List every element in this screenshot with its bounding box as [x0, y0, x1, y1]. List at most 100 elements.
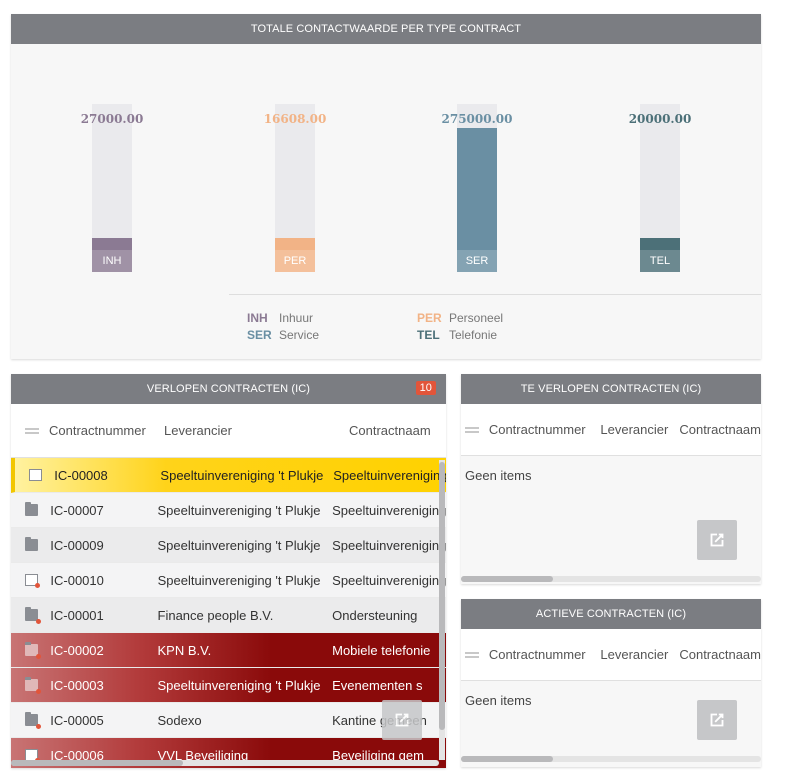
table-row[interactable]: IC-00010 Speeltuinvereniging 't Plukje Spe…: [11, 563, 446, 598]
legend-item-per: PER Personeel: [417, 311, 504, 325]
table-row[interactable]: IC-00009 Speeltuinvereniging 't Plukje Spe…: [11, 528, 446, 563]
chart-panel-title: TOTALE CONTACTWAARDE PER TYPE CONTRACT: [250, 23, 522, 35]
contract-name: Ondersteuning: [332, 607, 418, 623]
expired-contracts-header: VERLOPEN CONTRACTEN (IC) 10: [11, 374, 446, 404]
folder-icon: [25, 677, 42, 694]
bar-value-label: 275000.00: [441, 112, 513, 126]
horizontal-scrollbar-thumb[interactable]: [11, 760, 183, 766]
bar-fill[interactable]: [275, 238, 315, 272]
open-external-button[interactable]: [697, 520, 737, 560]
open-external-button[interactable]: [382, 700, 422, 740]
column-contractnaam[interactable]: Contractnaam: [679, 422, 761, 437]
expiring-contracts-header: TE VERLOPEN CONTRACTEN (IC): [461, 374, 761, 404]
bar-category-label: TEL: [640, 250, 680, 272]
external-link-icon: [395, 713, 409, 727]
contract-number: IC-00008: [54, 467, 108, 483]
active-contracts-panel: ACTIEVE CONTRACTEN (IC) Contractnummer L…: [461, 599, 761, 767]
status-dot-icon: [36, 724, 42, 729]
vertical-scrollbar-thumb[interactable]: [439, 462, 445, 730]
active-column-header: Contractnummer Leverancier Contractnaam: [461, 629, 761, 681]
legend-item-inh: INH Inhuur: [247, 311, 314, 325]
table-row[interactable]: IC-00003 Speeltuinvereniging 't Plukje Eve…: [11, 668, 446, 703]
column-contractnaam[interactable]: Contractnaam: [349, 423, 431, 438]
bar-fill[interactable]: [640, 238, 680, 272]
column-contractnummer[interactable]: Contractnummer: [49, 423, 146, 438]
contract-number: IC-00009: [50, 537, 104, 553]
folder-icon: [25, 642, 42, 659]
contract-name: Evenementen s: [332, 677, 423, 693]
legend-divider: [229, 294, 761, 295]
column-contractnummer[interactable]: Contractnummer: [488, 422, 586, 437]
chart-panel: TOTALE CONTACTWAARDE PER TYPE CONTRACT I…: [11, 14, 761, 359]
contract-number: IC-00001: [50, 607, 104, 623]
contract-number: IC-00002: [50, 642, 104, 658]
active-contracts-header: ACTIEVE CONTRACTEN (IC): [461, 599, 761, 629]
expired-count-badge: 10: [415, 381, 436, 395]
bar-value-label: 20000.00: [628, 112, 692, 126]
table-row[interactable]: IC-00002 KPN B.V. Mobiele telefonie: [11, 633, 446, 668]
contract-number: IC-00005: [50, 712, 104, 728]
active-contracts-title: ACTIEVE CONTRACTEN (IC): [535, 608, 687, 620]
contract-number: IC-00007: [50, 502, 104, 518]
table-row[interactable]: IC-00005 Sodexo Kantine gemeen: [11, 703, 446, 738]
legend-item-tel: TEL Telefonie: [417, 328, 498, 342]
table-row[interactable]: IC-00001 Finance people B.V. Ondersteuning: [11, 598, 446, 633]
table-row[interactable]: IC-00007 Speeltuinvereniging 't Plukje Spe…: [11, 493, 446, 528]
expired-contracts-panel: VERLOPEN CONTRACTEN (IC) 10 Contractnumm…: [11, 374, 446, 768]
status-dot-icon: [36, 689, 42, 694]
drag-handle-icon[interactable]: [465, 651, 479, 658]
horizontal-scrollbar[interactable]: [461, 576, 761, 582]
vertical-scrollbar[interactable]: [439, 460, 445, 760]
bar-fill[interactable]: [92, 238, 132, 272]
supplier-name: Speeltuinvereniging 't Plukje: [157, 677, 321, 693]
contract-name: Speeltuinvereniging: [332, 502, 446, 518]
supplier-name: Speeltuinvereniging 't Plukje: [160, 467, 324, 483]
expired-contracts-title: VERLOPEN CONTRACTEN (IC): [146, 383, 311, 395]
contract-name: Speeltuinvereniging: [332, 537, 446, 553]
empty-state-text: Geen items: [465, 693, 532, 708]
column-leverancier[interactable]: Leverancier: [164, 423, 232, 438]
contract-number: IC-00006: [50, 747, 104, 763]
drag-handle-icon[interactable]: [465, 426, 479, 433]
document-icon: [25, 574, 41, 588]
horizontal-scrollbar-thumb[interactable]: [461, 576, 553, 582]
drag-handle-icon[interactable]: [25, 427, 39, 434]
open-external-button[interactable]: [697, 700, 737, 740]
horizontal-scrollbar[interactable]: [461, 756, 761, 762]
contract-name: Mobiele telefonie: [332, 642, 431, 658]
bar-category-label: INH: [92, 250, 132, 272]
supplier-name: Sodexo: [157, 712, 202, 728]
contract-name: Beveiliging gem: [332, 747, 424, 763]
supplier-name: KPN B.V.: [157, 642, 212, 658]
contract-name: Speeltuinvereniging: [333, 467, 446, 483]
expired-column-header: Contractnummer Leverancier Contractnaam: [11, 404, 446, 458]
column-leverancier[interactable]: Leverancier: [600, 647, 669, 662]
bar-fill[interactable]: [457, 128, 497, 272]
external-link-icon: [710, 713, 724, 727]
contract-number: IC-00010: [50, 572, 104, 588]
expiring-contracts-panel: TE VERLOPEN CONTRACTEN (IC) Contractnumm…: [461, 374, 761, 584]
table-row[interactable]: IC-00008 Speeltuinvereniging 't Plukje Spe…: [11, 458, 446, 493]
expiring-contracts-title: TE VERLOPEN CONTRACTEN (IC): [520, 383, 702, 395]
column-contractnaam[interactable]: Contractnaam: [679, 647, 761, 662]
chart-panel-header: TOTALE CONTACTWAARDE PER TYPE CONTRACT: [11, 14, 761, 44]
contract-number: IC-00003: [50, 677, 104, 693]
contract-name: Speeltuinvereniging: [332, 572, 446, 588]
horizontal-scrollbar[interactable]: [11, 760, 439, 766]
folder-icon: [25, 712, 42, 729]
column-contractnummer[interactable]: Contractnummer: [488, 647, 586, 662]
column-leverancier[interactable]: Leverancier: [600, 422, 669, 437]
document-icon: [29, 469, 43, 481]
external-link-icon: [710, 533, 724, 547]
status-dot-icon: [36, 619, 42, 624]
legend-item-ser: SER Service: [247, 328, 320, 342]
supplier-name: VVL Beveiliging: [157, 747, 249, 763]
empty-state-text: Geen items: [465, 468, 532, 483]
bar-value-label: 16608.00: [263, 112, 327, 126]
bar-category-label: PER: [275, 250, 315, 272]
supplier-name: Speeltuinvereniging 't Plukje: [157, 572, 321, 588]
supplier-name: Finance people B.V.: [157, 607, 274, 623]
status-dot-icon: [36, 654, 42, 659]
supplier-name: Speeltuinvereniging 't Plukje: [157, 502, 321, 518]
horizontal-scrollbar-thumb[interactable]: [461, 756, 553, 762]
